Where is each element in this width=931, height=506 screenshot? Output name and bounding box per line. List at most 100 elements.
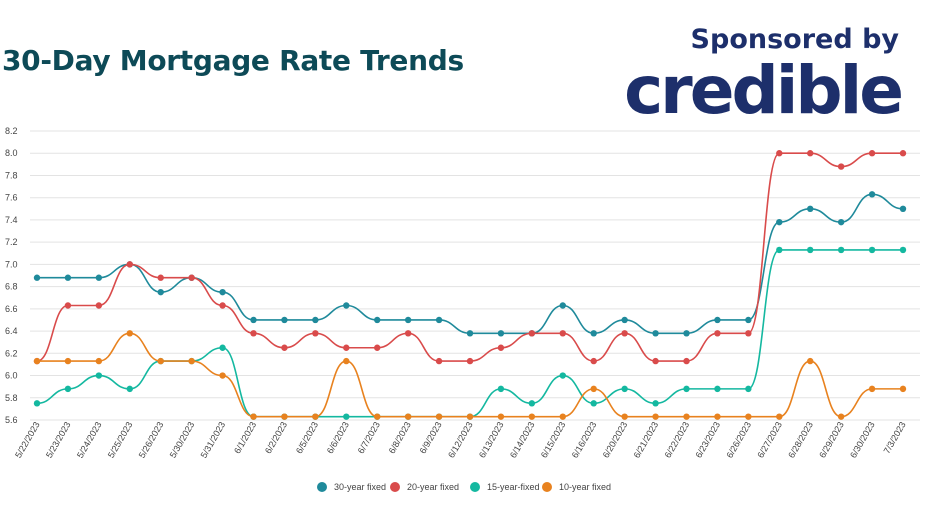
data-point-20-year-fixed	[837, 163, 845, 170]
data-point-15-year-fixed	[776, 246, 783, 254]
data-point-15-year-fixed	[621, 385, 628, 393]
data-point-10-year-fixed	[250, 413, 257, 420]
legend-marker-10-year-fixed	[542, 482, 552, 492]
data-point-10-year-fixed	[312, 413, 319, 420]
x-tick-label: 6/26/2023	[724, 420, 753, 460]
legend-label-10-year-fixed: 10-year fixed	[559, 482, 611, 492]
data-point-10-year-fixed	[33, 357, 41, 365]
data-point-20-year-fixed	[621, 330, 628, 337]
x-tick-label: 5/30/2023	[168, 420, 197, 460]
data-point-15-year-fixed	[868, 246, 876, 254]
data-point-20-year-fixed	[868, 150, 876, 157]
y-tick-label: 5.8	[5, 393, 18, 403]
x-tick-label: 6/20/2023	[601, 420, 630, 460]
x-tick-label: 6/7/2023	[356, 420, 382, 455]
data-point-20-year-fixed	[312, 330, 319, 337]
data-point-30-year-fixed	[745, 316, 752, 324]
data-point-10-year-fixed	[404, 413, 412, 420]
data-point-30-year-fixed	[281, 316, 288, 324]
data-point-20-year-fixed	[590, 357, 597, 365]
x-tick-label: 6/8/2023	[387, 420, 413, 455]
data-point-20-year-fixed	[126, 261, 133, 268]
data-point-30-year-fixed	[559, 302, 566, 309]
y-tick-label: 6.6	[5, 304, 18, 314]
data-point-10-year-fixed	[714, 413, 721, 420]
data-point-20-year-fixed	[745, 330, 752, 337]
data-point-10-year-fixed	[652, 413, 659, 420]
x-tick-label: 7/3/2023	[882, 420, 908, 455]
data-point-20-year-fixed	[404, 330, 412, 337]
y-tick-label: 8.2	[5, 126, 18, 136]
x-tick-label: 5/26/2023	[137, 420, 166, 460]
x-tick-label: 6/1/2023	[232, 420, 258, 455]
y-tick-label: 7.0	[5, 259, 18, 269]
x-tick-label: 5/31/2023	[199, 420, 228, 460]
data-point-10-year-fixed	[807, 357, 814, 365]
x-tick-label: 6/9/2023	[418, 420, 444, 455]
data-point-30-year-fixed	[466, 330, 474, 337]
data-point-30-year-fixed	[404, 316, 412, 324]
data-point-15-year-fixed	[64, 385, 72, 393]
data-point-20-year-fixed	[652, 357, 659, 365]
legend-label-15-year-fixed: 15-year-fixed	[487, 482, 540, 492]
data-point-10-year-fixed	[683, 413, 690, 420]
data-point-20-year-fixed	[157, 274, 164, 281]
data-point-20-year-fixed	[281, 344, 288, 351]
x-tick-label: 5/23/2023	[44, 420, 73, 460]
data-point-20-year-fixed	[250, 330, 257, 337]
x-tick-label: 6/2/2023	[263, 420, 289, 455]
legend-label-20-year-fixed: 20-year fixed	[407, 482, 459, 492]
chart-title: 30-Day Mortgage Rate Trends	[2, 44, 464, 77]
legend-label-30-year-fixed: 30-year fixed	[334, 482, 386, 492]
series-20-year-fixed	[33, 150, 907, 365]
data-point-10-year-fixed	[776, 413, 783, 420]
data-point-20-year-fixed	[497, 344, 505, 351]
x-tick-label: 5/24/2023	[75, 420, 104, 460]
x-tick-label: 6/6/2023	[325, 420, 351, 455]
data-point-20-year-fixed	[683, 357, 690, 365]
data-point-15-year-fixed	[837, 246, 845, 254]
y-tick-label: 8.0	[5, 148, 18, 158]
x-tick-label: 5/22/2023	[13, 420, 42, 460]
data-point-10-year-fixed	[374, 413, 381, 420]
data-point-10-year-fixed	[188, 357, 195, 365]
y-tick-label: 7.6	[5, 193, 18, 203]
series-group	[33, 150, 907, 420]
y-tick-label: 6.0	[5, 371, 18, 381]
grid-lines	[30, 130, 920, 421]
legend-marker-15-year-fixed	[470, 482, 480, 492]
data-point-30-year-fixed	[157, 288, 164, 296]
x-tick-label: 6/27/2023	[755, 420, 784, 460]
y-tick-label: 7.8	[5, 170, 18, 180]
data-point-10-year-fixed	[95, 357, 103, 365]
data-point-30-year-fixed	[219, 288, 226, 296]
data-point-15-year-fixed	[899, 246, 907, 254]
data-point-15-year-fixed	[95, 372, 103, 379]
data-point-10-year-fixed	[899, 385, 907, 393]
data-point-10-year-fixed	[559, 413, 566, 420]
data-point-30-year-fixed	[652, 330, 659, 337]
sponsor-text: Sponsored by	[690, 24, 899, 55]
x-tick-label: 6/14/2023	[508, 420, 537, 460]
data-point-30-year-fixed	[374, 316, 381, 324]
data-point-30-year-fixed	[33, 274, 41, 281]
data-point-30-year-fixed	[837, 218, 845, 226]
x-axis-ticks: 5/22/2023 5/23/2023 5/24/2023 5/25/2023 5/26…	[13, 420, 908, 460]
data-point-20-year-fixed	[466, 357, 474, 365]
data-point-20-year-fixed	[343, 344, 350, 351]
y-tick-label: 6.2	[5, 348, 18, 358]
legend: 30-year fixed 20-year fixed 15-year-fixed 1…	[317, 482, 611, 492]
data-point-30-year-fixed	[64, 274, 72, 281]
x-tick-label: 6/15/2023	[539, 420, 568, 460]
data-point-10-year-fixed	[343, 357, 350, 365]
data-point-15-year-fixed	[652, 400, 659, 407]
data-point-15-year-fixed	[528, 400, 536, 407]
series-line-30-year-fixed	[37, 193, 904, 335]
data-point-10-year-fixed	[157, 357, 164, 365]
data-point-10-year-fixed	[837, 413, 845, 420]
x-tick-label: 6/30/2023	[848, 420, 877, 460]
data-point-20-year-fixed	[714, 330, 721, 337]
x-tick-label: 6/29/2023	[817, 420, 846, 460]
x-tick-label: 6/21/2023	[632, 420, 661, 460]
